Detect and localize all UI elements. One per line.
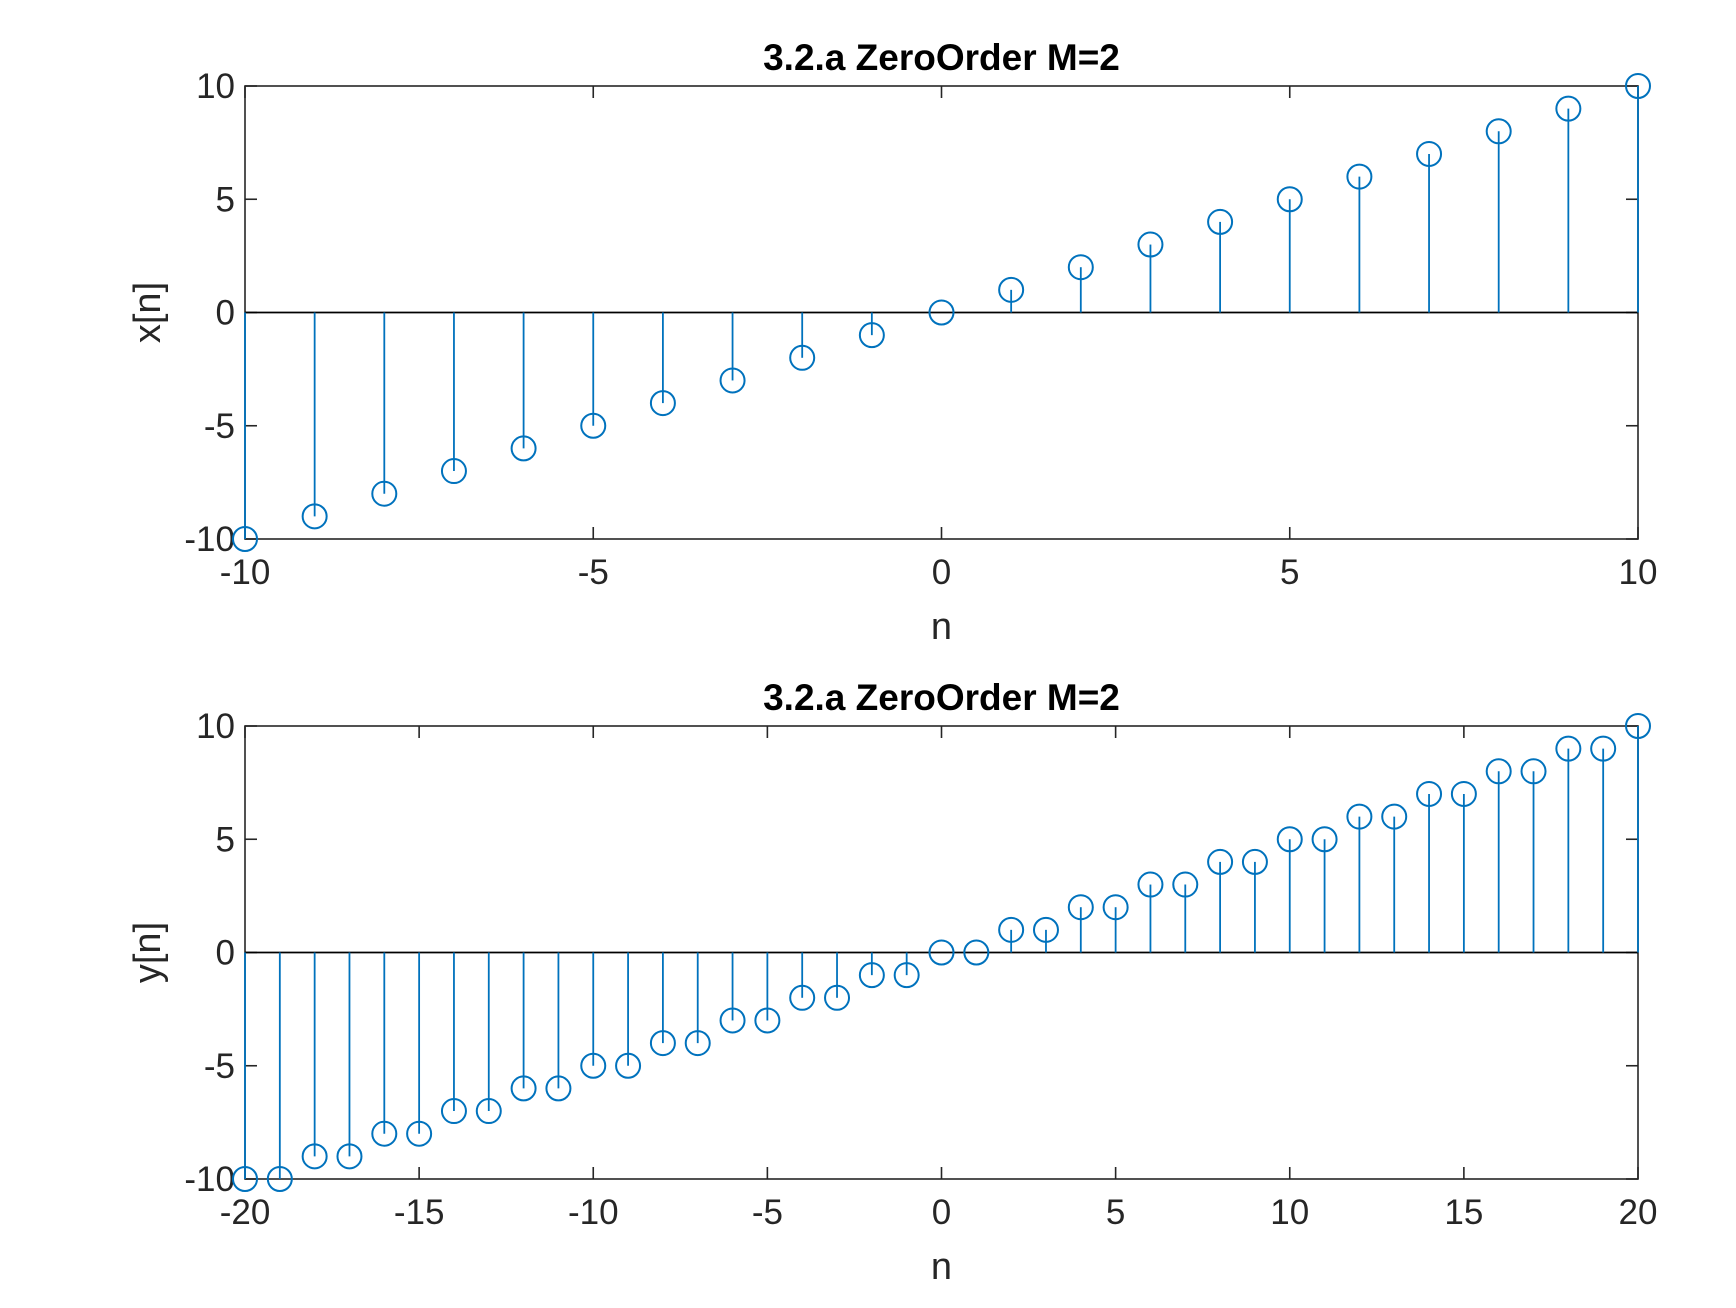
chart-1-y-tick-label: 0 (216, 294, 235, 333)
chart-2-stem-marker (475, 1098, 502, 1125)
chart-2-x-tick-label: 10 (1270, 1193, 1309, 1232)
chart-2-stem-marker (1276, 826, 1303, 853)
chart-2-stem-marker (893, 962, 920, 989)
chart-2-stem-marker (266, 1166, 293, 1192)
chart-1-x-tick-label: 5 (1280, 553, 1299, 592)
chart-2-stem-marker (963, 939, 990, 966)
chart-2-stem-marker (719, 1007, 746, 1034)
chart-2-stem-marker (1346, 803, 1373, 830)
chart-2-y-tick-label: 10 (196, 707, 235, 746)
chart-2-stem-marker (371, 1120, 398, 1147)
chart-2-stem-marker (824, 984, 851, 1011)
chart-2-stem-marker (1311, 826, 1338, 853)
chart-1-x-tick-label: 10 (1619, 553, 1658, 592)
chart-2-stem-marker (1555, 735, 1582, 762)
chart-2-stem-marker (789, 984, 816, 1011)
chart-2-stem-marker (1450, 780, 1477, 807)
chart-2-stem-marker (615, 1052, 642, 1079)
chart-2-stem-marker (754, 1007, 781, 1034)
chart-2-stem-marker (1102, 894, 1129, 921)
chart-2-stem-marker (684, 1030, 711, 1057)
chart-1-stem-marker (649, 390, 676, 417)
chart-1-stem-marker (371, 480, 398, 507)
chart-2-title: 3.2.a ZeroOrder M=2 (763, 677, 1120, 718)
chart-2-stem-marker (1032, 916, 1059, 943)
chart-1-stem-marker (1485, 118, 1512, 145)
chart-2-stem-marker (1137, 871, 1164, 898)
chart-1-title: 3.2.a ZeroOrder M=2 (763, 37, 1120, 78)
chart-2-y-tick-label: 0 (216, 934, 235, 973)
chart-1-stem-marker (1416, 140, 1443, 167)
chart-1-stem-marker (719, 367, 746, 394)
chart-2-y-axis-label: y[n] (127, 922, 169, 983)
chart-2-x-tick-label: -10 (568, 1193, 619, 1232)
chart-1-stem-marker (301, 503, 328, 530)
chart-2-stem-marker (440, 1098, 467, 1125)
chart-2-y-tick-label: 5 (216, 820, 235, 859)
chart-2-stem-marker (232, 1166, 258, 1192)
chart-1-y-tick-label: 10 (196, 67, 235, 106)
chart-2-stem-marker (928, 939, 955, 966)
chart-1-stem-marker (440, 458, 467, 485)
chart-2-stem-marker (1067, 894, 1094, 921)
chart-2-stem-marker (998, 916, 1025, 943)
chart-1-x-tick-label: 0 (932, 553, 951, 592)
chart-2-stem-marker (1520, 758, 1547, 785)
chart-1-x-axis-label: n (931, 606, 952, 648)
chart-1-stem-marker (1555, 95, 1582, 122)
chart-1-y-tick-label: -10 (184, 520, 235, 559)
chart-1-x-tick-label: -5 (578, 553, 609, 592)
chart-1-stem-marker (1346, 163, 1373, 190)
chart-2-stem-marker (1485, 758, 1512, 785)
chart-2-stem-marker (510, 1075, 537, 1102)
chart-2-stem-marker (301, 1143, 328, 1170)
chart-1-stem-marker (858, 322, 885, 349)
chart-1-stem-marker (998, 276, 1025, 303)
chart-2-stem-marker (1590, 735, 1617, 762)
chart-1-stem-marker (510, 435, 537, 462)
chart-2-y-tick-label: -5 (204, 1047, 235, 1086)
chart-2-x-axis-label: n (931, 1246, 952, 1288)
chart-1-stem-marker (1625, 73, 1651, 99)
chart-2-x-tick-label: -5 (752, 1193, 783, 1232)
chart-1-axes: 3.2.a ZeroOrder M=2 -10 -5 0 5 10 -10 -5 0 5 10 n x[… (127, 37, 1657, 648)
chart-1-stem-marker (1137, 231, 1164, 258)
chart-2-x-tick-label: 20 (1619, 1193, 1658, 1232)
chart-1-stem-marker (1207, 208, 1234, 235)
chart-1-stem-marker (580, 412, 607, 439)
chart-2-stem-marker (545, 1075, 572, 1102)
chart-1-x-tick-label: -10 (220, 553, 271, 592)
chart-2-x-tick-label: 15 (1444, 1193, 1483, 1232)
chart-1-stem-marker (232, 526, 258, 552)
chart-2-stem-marker (336, 1143, 363, 1170)
chart-2-stem-marker (1241, 848, 1268, 875)
chart-1-y-tick-label: 5 (216, 180, 235, 219)
chart-1-y-axis-label: x[n] (127, 282, 169, 343)
chart-1-stem-marker (1276, 186, 1303, 213)
chart-2-axes: 3.2.a ZeroOrder M=2 -20 -15 -10 -5 0 5 10 15 20 -1… (127, 677, 1657, 1288)
chart-2-stem-marker (1172, 871, 1199, 898)
chart-2-stem-marker (1381, 803, 1408, 830)
chart-2-x-tick-label: 5 (1106, 1193, 1125, 1232)
chart-2-stem-marker (1207, 848, 1234, 875)
chart-2-stem-marker (1625, 713, 1651, 739)
chart-2-stem-marker (406, 1120, 433, 1147)
chart-1-stem-marker (928, 299, 955, 326)
chart-1-stem-marker (789, 344, 816, 371)
chart-2-y-tick-label: -10 (184, 1160, 235, 1199)
chart-2-x-tick-label: 0 (932, 1193, 951, 1232)
chart-2-x-tick-label: -15 (394, 1193, 445, 1232)
chart-1-stem-marker (1067, 254, 1094, 281)
chart-2-stem-marker (1416, 780, 1443, 807)
chart-2-stem-marker (649, 1030, 676, 1057)
chart-2-stem-marker (858, 962, 885, 989)
chart-1-y-tick-label: -5 (204, 407, 235, 446)
chart-2-stem-marker (580, 1052, 607, 1079)
chart-2-x-tick-label: -20 (220, 1193, 271, 1232)
